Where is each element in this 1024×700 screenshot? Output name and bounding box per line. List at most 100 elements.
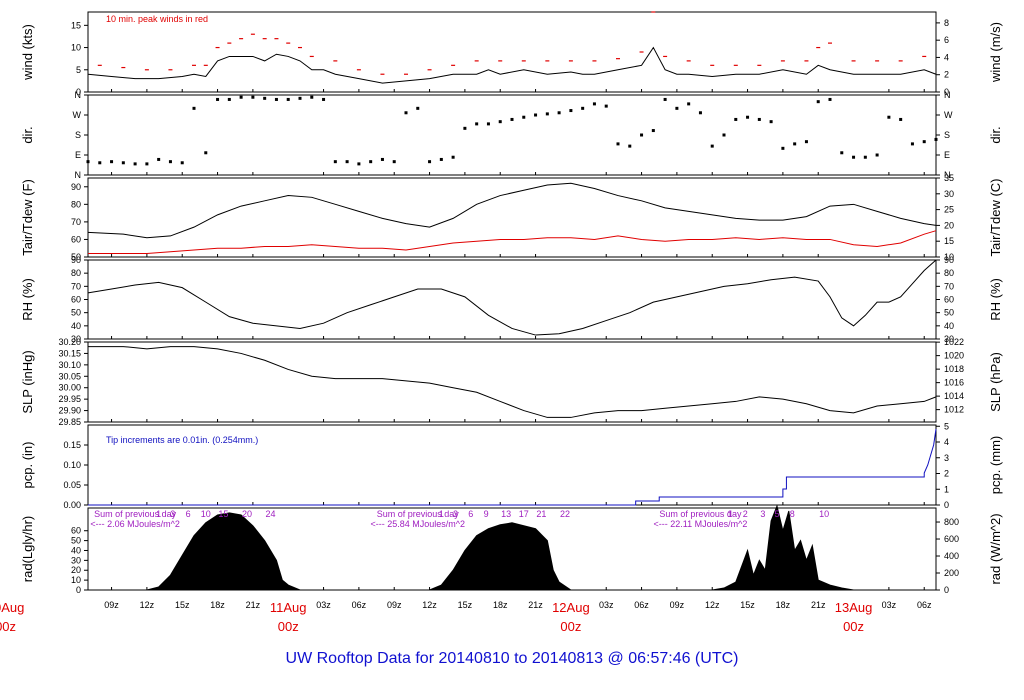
dir-point [557,111,561,115]
dir-point [592,102,596,106]
dir-point [333,160,337,164]
hour-mark: 1 [156,509,161,519]
dir-point [604,104,608,108]
hour-mark: 21 [536,509,546,519]
left-tick-label: 0.10 [63,460,81,470]
x-axis: 09z 12z 15z 18z 21z 03z 06z 09z 12z 15z 18z 21z 03z 0… [0,600,932,634]
hour-mark: 3 [453,509,458,519]
dir-point [616,142,620,146]
dir-point [380,157,384,161]
left-tick-label: 10 [71,575,81,585]
hour-mark: 10 [201,509,211,519]
left-tick-label: 50 [71,536,81,546]
right-tick-label: W [944,110,953,120]
day-label: 11Aug [270,600,307,615]
radiation-sum-label: Sum of previous day [94,509,177,519]
left-tick-label: 5 [76,65,81,75]
day-label: 10Aug [0,600,24,615]
x-tick-label: 18z [210,600,225,610]
dir-point [545,112,549,116]
left-tick-label: 50 [71,252,81,262]
right-axis-label: dir. [988,126,1003,143]
right-tick-label: 80 [944,268,954,278]
right-axis-label: wind (m/s) [988,22,1003,83]
hour-mark: 20 [242,509,252,519]
right-tick-label: 30 [944,189,954,199]
right-tick-label: 2 [944,469,949,479]
left-axis-label: SLP (inHg) [20,350,35,413]
dir-point [204,151,208,155]
left-tick-label: 40 [71,545,81,555]
day-z-label: 00z [278,619,299,634]
left-tick-label: 29.85 [58,417,81,427]
right-tick-label: 400 [944,551,959,561]
x-tick-label: 15z [740,600,755,610]
panel-pcp: 0.00 0.05 0.10 0.15 0 1 2 3 4 5 pcp. (in) pcp. (mm)… [20,421,1003,510]
panel-annotation: Tip increments are 0.01in. (0.254mm.) [106,435,258,445]
left-tick-label: 29.95 [58,394,81,404]
right-tick-label: 50 [944,308,954,318]
dir-point [168,160,172,164]
radiation-area [88,504,936,591]
right-tick-label: 800 [944,517,959,527]
dir-point [463,126,467,130]
day-label: 12Aug [552,600,590,615]
dir-point [98,161,102,165]
series-line-rh-0 [87,259,937,336]
right-tick-label: 25 [944,205,954,215]
hour-mark: 1 [727,509,732,519]
day-label: 13Aug [835,600,873,615]
right-tick-label: 1012 [944,405,964,415]
hour-mark: 15 [218,509,228,519]
right-tick-label: 1018 [944,364,964,374]
right-tick-label: N [944,90,951,100]
right-axis-label: pcp. (mm) [988,436,1003,495]
panel-wind: 0 5 10 15 0 2 4 6 8 wind (kts) wind (m/s) 10 min. p… [20,11,1003,97]
dir-point [498,120,502,124]
x-tick-label: 21z [811,600,826,610]
left-tick-label: 90 [71,182,81,192]
dir-point [640,133,644,137]
dir-point [251,95,255,99]
left-tick-label: 0.15 [63,440,81,450]
dir-point [569,109,573,113]
right-tick-label: 1016 [944,378,964,388]
right-axis-label: SLP (hPa) [988,352,1003,412]
hour-mark: 17 [519,509,529,519]
radiation-sum-label: Sum of previous day [659,509,742,519]
right-tick-label: 40 [944,321,954,331]
dir-point [263,96,267,100]
dir-point [875,153,879,157]
dir-point [322,97,326,101]
left-tick-label: W [73,110,82,120]
left-axis-label: RH (%) [20,278,35,321]
dir-point [239,95,243,99]
hour-mark: 6 [468,509,473,519]
hour-mark: 6 [186,509,191,519]
dir-point [357,162,361,166]
x-tick-label: 06z [352,600,367,610]
x-tick-label: 03z [599,600,614,610]
dir-point [345,160,349,164]
left-tick-label: 40 [71,321,81,331]
hour-mark: 3 [760,509,765,519]
dir-point [687,102,691,106]
dir-point [510,117,514,121]
series-line-wind-0 [87,46,937,84]
dir-point [133,162,137,166]
dir-point [145,162,149,166]
dir-point [852,155,856,159]
dir-point [86,160,90,164]
left-tick-label: 70 [71,217,81,227]
dir-point [216,97,220,101]
dir-point [522,115,526,119]
right-tick-label: 30 [944,334,954,344]
right-tick-label: 70 [944,281,954,291]
day-z-label: 00z [0,619,16,634]
footer-title: UW Rooftop Data for 20140810 to 20140813… [285,650,739,667]
dir-point [274,97,278,101]
x-tick-label: 09z [670,600,685,610]
dir-point [110,160,114,164]
